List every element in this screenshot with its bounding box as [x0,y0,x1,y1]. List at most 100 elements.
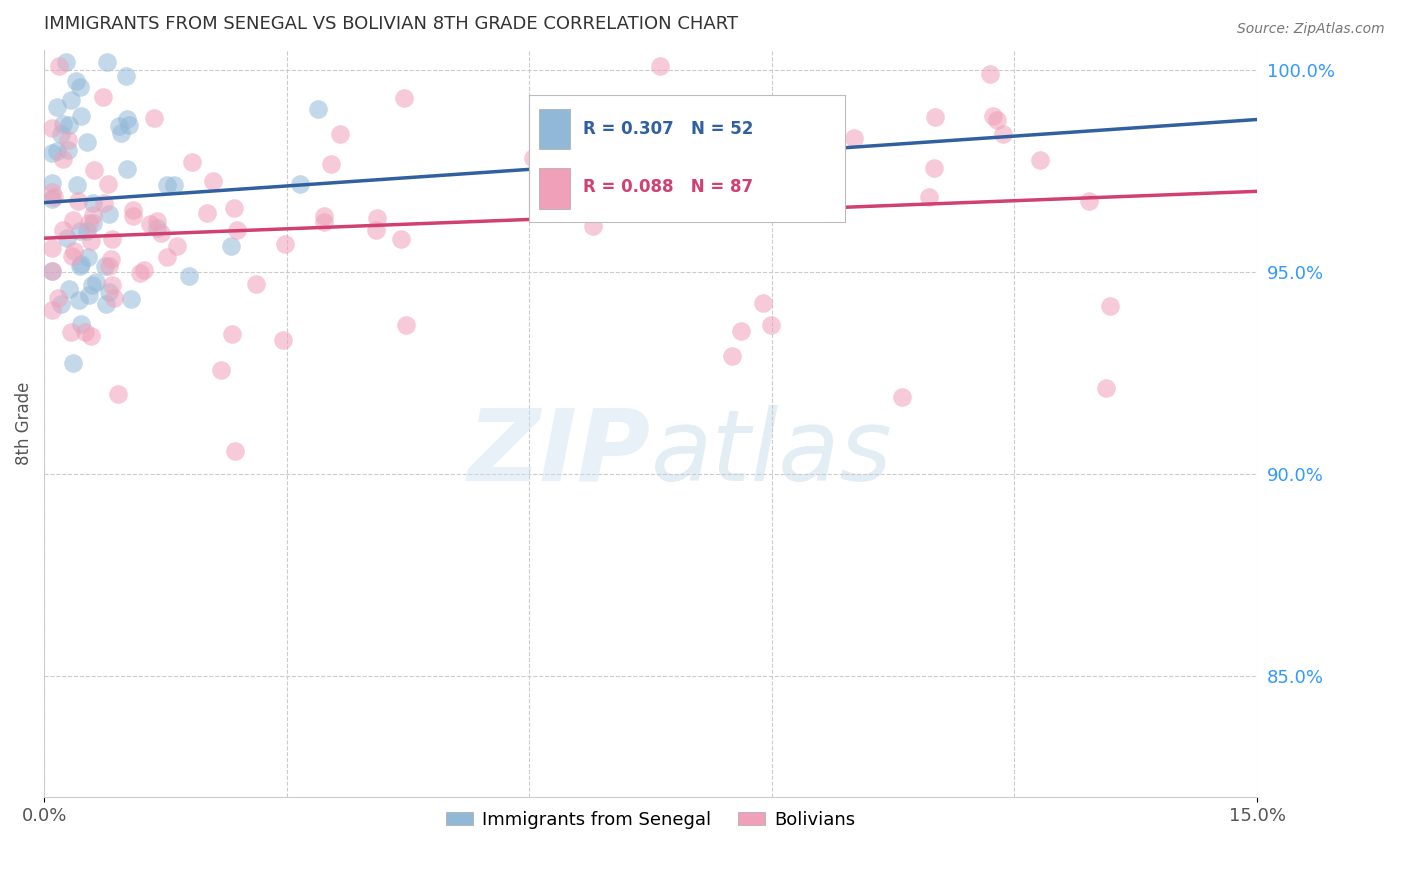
Point [115,70,138,84]
Point [271,333,294,347]
Point [46,291,69,305]
Point [41,192,63,206]
Point [94,259,117,273]
Point [65,73,87,87]
Point [67,293,90,307]
Point [73,325,96,339]
Point [245,277,267,291]
Point [93,196,115,211]
Point [70,318,93,332]
Point [41,241,63,255]
Point [844,130,866,145]
Point [811,136,834,151]
Point [107,119,129,133]
Point [66,194,89,209]
Point [77,288,100,302]
Point [139,217,162,231]
Point [56,133,79,147]
Point [202,174,225,188]
Point [52,153,75,167]
Point [62,212,84,227]
Point [69,259,91,273]
Point [77,250,100,264]
Point [366,223,388,237]
Point [759,104,782,119]
Point [166,239,188,253]
Point [41,121,63,136]
Point [922,161,945,175]
Point [132,262,155,277]
Point [58,281,80,295]
Point [117,161,139,176]
Point [60,249,83,263]
Point [41,176,63,190]
Point [389,232,412,246]
Point [1099,299,1122,313]
Point [41,264,63,278]
Point [917,190,939,204]
Point [522,151,544,165]
Point [121,202,143,217]
Point [312,209,335,223]
Point [101,232,124,246]
Text: IMMIGRANTS FROM SENEGAL VS BOLIVIAN 8TH GRADE CORRELATION CHART: IMMIGRANTS FROM SENEGAL VS BOLIVIAN 8TH … [44,15,738,33]
Point [83,163,105,178]
Point [41,145,63,160]
Point [60,325,83,339]
Point [84,275,107,289]
Point [740,202,762,216]
Point [1028,153,1050,167]
Point [93,90,115,104]
Point [274,236,297,251]
Y-axis label: 8th Grade: 8th Grade [15,382,32,465]
Point [55,231,77,245]
Point [70,257,93,271]
Point [60,93,83,107]
Point [62,356,84,370]
Point [582,219,605,234]
Point [606,194,628,208]
Point [97,177,120,191]
Point [100,278,122,293]
Point [221,326,243,341]
Point [82,209,104,223]
Point [224,443,246,458]
Point [392,90,415,104]
Point [329,127,352,141]
Point [648,59,671,73]
Point [180,154,202,169]
Point [69,80,91,95]
Point [100,252,122,266]
Point [761,318,783,332]
Point [366,211,388,226]
Point [752,295,775,310]
Point [314,215,336,229]
Point [986,112,1008,127]
Point [1077,194,1099,208]
Point [150,226,173,240]
Point [120,292,142,306]
Point [219,239,242,253]
Point [45,145,67,159]
Point [79,216,101,230]
Legend: Immigrants from Senegal, Bolivians: Immigrants from Senegal, Bolivians [439,804,862,837]
Point [107,387,129,401]
Point [49,127,72,141]
Point [110,126,132,140]
Text: Source: ZipAtlas.com: Source: ZipAtlas.com [1237,22,1385,37]
Point [48,59,70,73]
Point [117,118,139,132]
Point [66,178,89,193]
Point [163,178,186,193]
Point [41,185,63,199]
Point [42,189,65,203]
Point [177,268,200,283]
Point [395,318,418,332]
Point [319,157,342,171]
Point [209,363,232,377]
Point [226,222,249,236]
Point [146,213,169,227]
Point [155,178,177,192]
Point [721,349,744,363]
Point [98,260,121,274]
